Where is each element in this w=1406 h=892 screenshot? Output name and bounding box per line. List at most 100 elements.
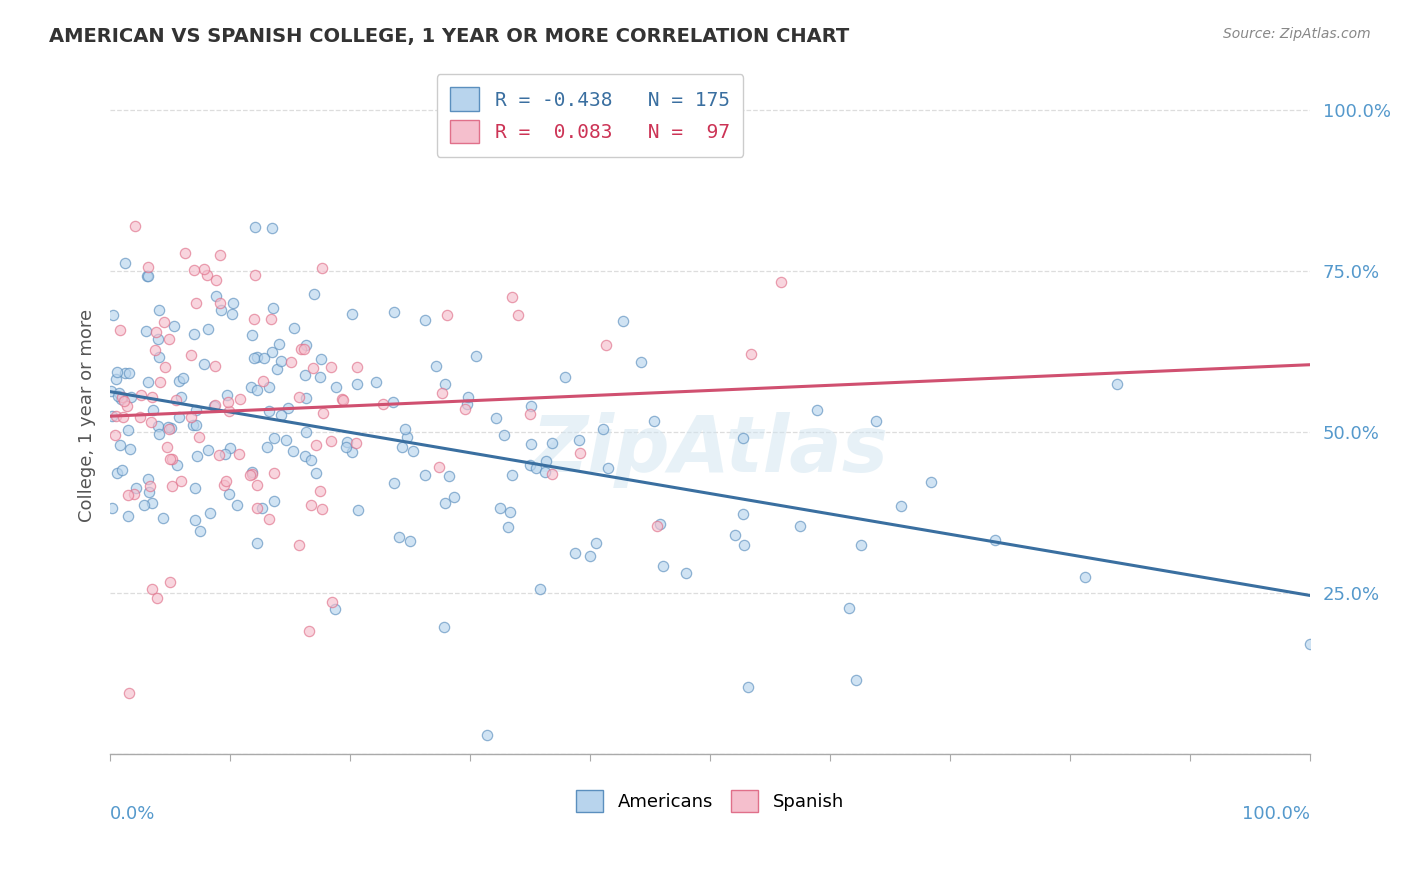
Point (159, 452, 181, 467)
Point (110, 391, 132, 405)
Point (330, 392, 353, 406)
Point (260, 312, 283, 326)
Point (630, 355, 652, 369)
Point (439, 468, 461, 483)
Point (595, 338, 617, 352)
Point (129, 388, 152, 402)
Point (579, 549, 602, 563)
Text: 100.0%: 100.0% (1241, 805, 1310, 822)
Point (294, 342, 316, 356)
Point (205, 289, 228, 303)
Point (287, 538, 309, 552)
Point (101, 308, 124, 322)
Point (485, 410, 508, 425)
Point (141, 495, 163, 509)
Point (208, 448, 231, 462)
Point (212, 478, 235, 492)
Point (159, 421, 181, 435)
Point (498, 505, 520, 519)
Point (117, 509, 139, 524)
Point (162, 479, 184, 493)
Point (246, 350, 269, 364)
Point (259, 380, 281, 394)
Point (218, 403, 240, 417)
Point (173, 245, 195, 260)
Point (219, 442, 242, 456)
Point (217, 395, 239, 409)
Point (789, 518, 811, 533)
Point (477, 728, 499, 742)
Point (253, 351, 276, 365)
Point (145, 326, 167, 340)
Point (488, 500, 510, 515)
Point (108, 437, 131, 451)
Point (838, 601, 860, 615)
Point (197, 322, 219, 336)
Point (309, 352, 332, 367)
Point (434, 377, 457, 392)
Point (733, 507, 755, 521)
Point (125, 481, 148, 495)
Point (332, 393, 354, 408)
Point (612, 314, 634, 328)
Point (172, 371, 194, 385)
Point (108, 386, 131, 401)
Point (302, 286, 325, 301)
Point (806, 403, 828, 417)
Point (364, 375, 387, 389)
Point (246, 383, 269, 397)
Point (346, 376, 368, 391)
Point (188, 524, 211, 538)
Point (427, 459, 450, 474)
Point (136, 260, 159, 274)
Point (184, 417, 207, 432)
Point (394, 422, 416, 436)
Point (141, 390, 163, 404)
Point (155, 440, 177, 454)
Point (117, 423, 139, 437)
Point (340, 445, 363, 459)
Point (165, 392, 187, 407)
Point (388, 530, 411, 544)
Point (146, 591, 169, 605)
Point (432, 620, 454, 634)
Point (382, 475, 405, 490)
Point (166, 458, 188, 472)
Point (305, 438, 328, 452)
Point (336, 435, 359, 450)
Point (157, 422, 180, 436)
Point (257, 404, 280, 418)
Point (136, 268, 159, 283)
Point (347, 502, 370, 516)
Point (519, 458, 541, 473)
Point (675, 566, 697, 580)
Point (257, 512, 280, 526)
Point (252, 374, 274, 388)
Point (198, 506, 221, 520)
Point (110, 392, 132, 407)
Point (101, 409, 124, 424)
Point (104, 409, 127, 424)
Point (983, 533, 1005, 547)
Point (540, 467, 562, 481)
Point (197, 442, 219, 457)
Point (262, 345, 284, 359)
Point (117, 488, 139, 502)
Point (277, 401, 299, 415)
Point (865, 414, 887, 428)
Point (239, 467, 262, 482)
Point (274, 434, 297, 448)
Point (737, 680, 759, 694)
Point (283, 321, 305, 335)
Point (263, 431, 285, 445)
Point (218, 487, 240, 501)
Text: AMERICAN VS SPANISH COLLEGE, 1 YEAR OR MORE CORRELATION CHART: AMERICAN VS SPANISH COLLEGE, 1 YEAR OR M… (49, 27, 849, 45)
Point (740, 347, 762, 361)
Point (569, 446, 592, 460)
Point (770, 275, 793, 289)
Point (321, 360, 343, 375)
Point (529, 582, 551, 596)
Point (100, 384, 122, 398)
Y-axis label: College, 1 year or more: College, 1 year or more (79, 310, 96, 522)
Point (457, 390, 479, 404)
